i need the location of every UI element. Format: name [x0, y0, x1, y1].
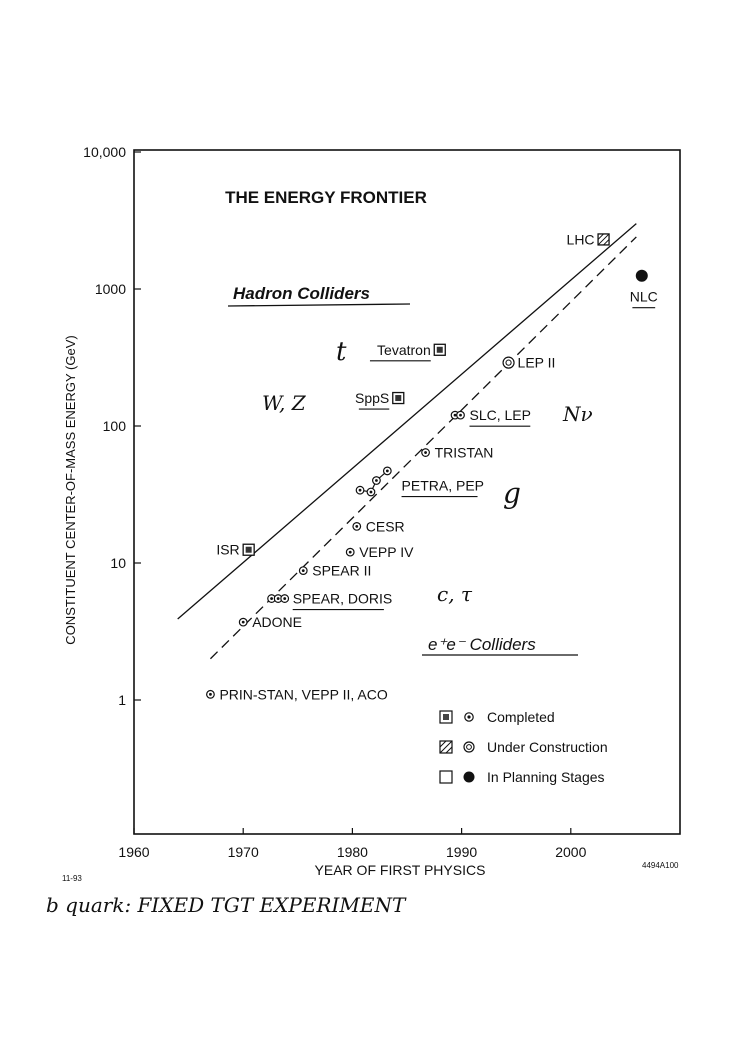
nlc-label: NLC	[630, 289, 658, 305]
spear-doris-label: SPEAR, DORIS	[293, 591, 393, 607]
cesr-marker-dot	[355, 524, 359, 528]
chart-title: THE ENERGY FRONTIER	[225, 188, 427, 207]
vepp-iv-label: VEPP IV	[359, 544, 414, 560]
point-marker-dot	[369, 490, 373, 494]
point-marker-dot	[385, 469, 389, 473]
spear-ii-marker-dot	[301, 569, 305, 573]
y-tick-label: 1	[118, 692, 126, 708]
petra-pep-connector-line	[359, 470, 388, 493]
tevatron-marker-fill	[436, 346, 443, 353]
tristan-marker-dot	[424, 451, 427, 454]
footer-left-code: 11-93	[62, 874, 82, 883]
y-tick-label: 1000	[95, 281, 126, 297]
legend: Completed Under Construction In Planning…	[439, 709, 608, 785]
x-tick-label: 1970	[228, 844, 259, 860]
handwritten-nu: Nν	[562, 402, 593, 426]
plot-frame	[133, 149, 681, 835]
lep-ii-label: LEP II	[518, 355, 556, 371]
handwritten-g: g	[503, 477, 521, 510]
x-axis-ticks: 1960 1970 1980 1990 2000	[118, 828, 587, 860]
lhc-marker-hatch	[597, 233, 610, 246]
y-tick-label: 100	[103, 418, 127, 434]
handwritten-c-tau: c, τ	[437, 582, 473, 606]
point-marker-dot	[358, 488, 362, 492]
cesr-label: CESR	[366, 518, 405, 534]
legend-circle-planning	[463, 771, 475, 783]
footer-right-code: 4494A100	[642, 861, 679, 870]
handwritten-wz: W, Z	[262, 391, 307, 415]
adone-marker-dot	[241, 620, 245, 624]
lhc-label: LHC	[567, 231, 595, 247]
slc-lep-marker-dot	[459, 413, 462, 417]
x-tick-label: 1980	[337, 844, 368, 860]
spear-ii-label: SPEAR II	[312, 563, 371, 579]
spear-doris-marker-dot	[283, 597, 287, 600]
point-marker-dot	[276, 597, 280, 600]
legend-circle-under-construction	[463, 741, 475, 753]
y-tick-label: 10	[110, 555, 126, 571]
hadron-colliders-underline	[227, 303, 411, 307]
y-axis-title: CONSTITUENT CENTER-OF-MASS ENERGY (GeV)	[63, 335, 78, 644]
isr-label: ISR	[216, 542, 239, 558]
data-points: ISR SppS Tevatron LHC PRIN-STAN, VEPP II, AC…	[206, 231, 658, 702]
legend-square-under-construction-hatch	[439, 740, 453, 754]
petra-pep-label: PETRA, PEP	[402, 478, 484, 494]
petra-pep-marker-dot	[375, 479, 378, 482]
vepp-iv-marker-dot	[348, 550, 352, 554]
handwritten-t: t	[336, 337, 347, 367]
lep-ii-marker-inner	[505, 359, 512, 366]
ee-colliders-label: e⁺e⁻ Colliders	[428, 635, 536, 654]
spps-label: SppS	[355, 390, 389, 406]
legend-label-planning: In Planning Stages	[487, 769, 605, 785]
point-marker-dot	[270, 597, 273, 600]
legend-label-under-construction: Under Construction	[487, 739, 608, 755]
legend-square-completed-fill	[443, 714, 449, 720]
prin-stan-vepp-ii-aco-label: PRIN-STAN, VEPP II, ACO	[219, 686, 387, 702]
legend-circle-under-construction-inner	[466, 744, 472, 750]
x-tick-label: 1990	[446, 844, 477, 860]
spps-marker-fill	[395, 395, 402, 402]
adone-label: ADONE	[252, 614, 302, 630]
slc-lep-label: SLC, LEP	[470, 407, 531, 423]
legend-label-completed: Completed	[487, 709, 555, 725]
legend-circle-completed-dot	[467, 715, 471, 719]
handwritten-b-quark-note: b quark: FIXED TGT EXPERIMENT	[46, 893, 407, 917]
tevatron-label: Tevatron	[377, 342, 431, 358]
x-tick-label: 2000	[555, 844, 586, 860]
nlc-marker	[635, 269, 648, 282]
y-axis-ticks: 10,000 1000 100 10 1	[83, 144, 141, 708]
tristan-label: TRISTAN	[435, 445, 494, 461]
y-tick-label: 10,000	[83, 144, 126, 160]
legend-square-planning	[439, 770, 453, 784]
x-axis-title: YEAR OF FIRST PHYSICS	[315, 862, 486, 878]
prin-stan-vepp-ii-aco-marker-dot	[209, 692, 212, 696]
isr-marker-fill	[245, 546, 252, 553]
ee-colliders-trend-line	[209, 236, 637, 660]
x-tick-label: 1960	[118, 844, 149, 860]
point-marker-dot	[453, 413, 457, 417]
hadron-colliders-label: Hadron Colliders	[233, 284, 370, 303]
lep-ii-marker	[502, 356, 515, 369]
